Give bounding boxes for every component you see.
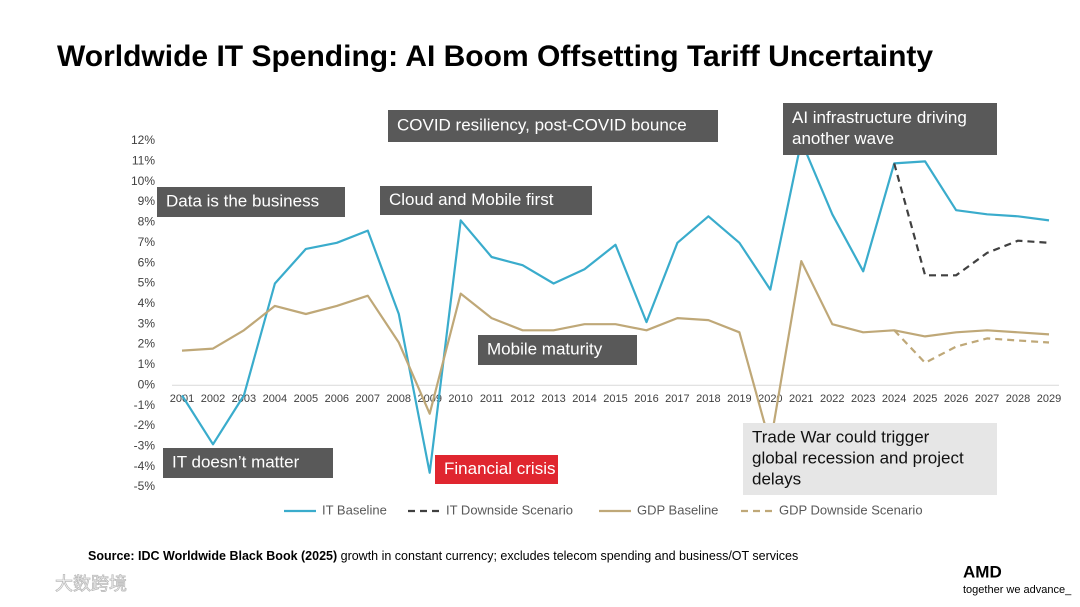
x-tick-label: 2011 (480, 393, 504, 405)
x-tick-label: 2002 (201, 393, 225, 405)
annotation-text: delays (752, 469, 801, 488)
annotation-box (380, 186, 592, 215)
legend-label: GDP Downside Scenario (779, 502, 923, 517)
x-tick-label: 2025 (913, 393, 937, 405)
annotation-box (163, 448, 333, 478)
x-tick-label: 2010 (448, 393, 472, 405)
legend-label: IT Downside Scenario (446, 502, 573, 517)
y-tick-label: 2% (138, 337, 156, 351)
y-tick-label: -2% (134, 418, 156, 432)
y-tick-label: 1% (138, 357, 156, 371)
y-tick-label: 10% (131, 174, 155, 188)
x-tick-label: 2003 (232, 393, 256, 405)
series-line (181, 260, 1050, 446)
y-tick-label: 0% (138, 377, 156, 391)
y-tick-label: -1% (134, 398, 156, 412)
y-tick-label: 6% (138, 255, 156, 269)
annotation-box (388, 110, 718, 142)
y-tick-label: 5% (138, 276, 156, 290)
series-line (893, 163, 1050, 277)
x-tick-label: 2013 (541, 393, 565, 405)
watermark: 大数跨境 (55, 574, 127, 594)
y-tick-label: 9% (138, 194, 156, 208)
annotation-text: Mobile maturity (487, 339, 603, 358)
x-tick-label: 2017 (665, 393, 689, 405)
annotation-text: Trade War could trigger (752, 427, 930, 446)
x-tick-label: 2027 (975, 393, 999, 405)
x-tick-label: 2026 (944, 393, 968, 405)
annotation-text: global recession and project (752, 448, 964, 467)
x-tick-label: 2006 (325, 393, 349, 405)
series-line (893, 329, 1050, 364)
legend-label: IT Baseline (322, 502, 387, 517)
annotation-text: another wave (792, 129, 894, 148)
source-rest: growth in constant currency; excludes te… (337, 549, 798, 563)
x-tick-label: 2021 (789, 393, 813, 405)
x-tick-label: 2029 (1037, 393, 1061, 405)
y-tick-label: -4% (134, 459, 156, 473)
x-tick-label: 2004 (263, 393, 287, 405)
y-tick-label: -3% (134, 438, 156, 452)
annotation-text: COVID resiliency, post-COVID bounce (397, 115, 687, 134)
annotation-box (478, 335, 637, 365)
x-tick-label: 2016 (634, 393, 658, 405)
annotation-text: AI infrastructure driving (792, 108, 967, 127)
annotation-text: Cloud and Mobile first (389, 190, 554, 209)
x-tick-label: 2024 (882, 393, 906, 405)
x-tick-label: 2023 (851, 393, 875, 405)
annotation-box (157, 187, 345, 217)
x-tick-label: 2005 (294, 393, 318, 405)
y-tick-label: 4% (138, 296, 156, 310)
x-tick-label: 2018 (696, 393, 720, 405)
x-tick-label: 2001 (170, 393, 194, 405)
annotation-box (435, 455, 558, 484)
x-tick-label: 2014 (572, 393, 596, 405)
x-tick-label: 2008 (387, 393, 411, 405)
legend-label: GDP Baseline (637, 502, 718, 517)
annotation-text: Financial crisis (444, 459, 555, 478)
y-tick-label: 7% (138, 235, 156, 249)
x-tick-label: 2022 (820, 393, 844, 405)
annotation-box (743, 423, 997, 495)
series-line (181, 139, 1050, 474)
y-tick-label: 11% (132, 154, 155, 168)
x-tick-label: 2015 (603, 393, 627, 405)
tagline: together we advance_ (963, 584, 1072, 596)
y-tick-label: -5% (134, 479, 156, 493)
annotation-text: Data is the business (166, 191, 319, 210)
chart-title: Worldwide IT Spending: AI Boom Offsettin… (57, 40, 933, 73)
y-tick-label: 3% (138, 316, 156, 330)
x-tick-label: 2019 (727, 393, 751, 405)
y-tick-label: 12% (131, 133, 155, 147)
annotation-box (783, 103, 997, 155)
source-bold: Source: IDC Worldwide Black Book (2025) (88, 549, 337, 563)
annotation-text: IT doesn’t matter (172, 452, 300, 471)
x-tick-label: 2028 (1006, 393, 1030, 405)
source-note: Source: IDC Worldwide Black Book (2025) … (88, 549, 798, 563)
logo: AMD (963, 562, 1002, 581)
x-tick-label: 2007 (356, 393, 380, 405)
x-tick-label: 2012 (510, 393, 534, 405)
y-tick-label: 8% (138, 215, 156, 229)
